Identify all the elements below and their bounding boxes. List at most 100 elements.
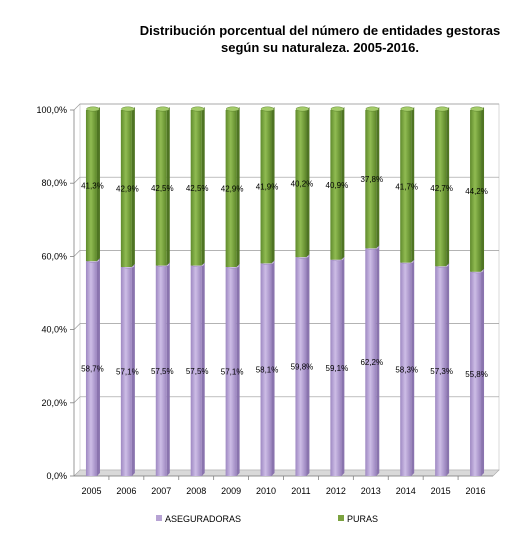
- bar-segment-aseguradoras: [260, 263, 272, 476]
- bar-segment-aseguradoras: [295, 257, 307, 476]
- x-tick-label: 2010: [256, 486, 276, 496]
- bar-segment-puras: [225, 110, 237, 268]
- bar-cap: [400, 106, 414, 112]
- bar-segment-puras: [470, 110, 482, 272]
- legend-swatch-aseguradoras: [156, 515, 162, 521]
- bar-cap: [330, 106, 345, 112]
- data-label: 62,2%: [360, 358, 383, 367]
- data-label: 42,5%: [151, 184, 174, 193]
- bar-cap: [260, 106, 275, 112]
- bar-side: [411, 259, 415, 476]
- data-label: 42,5%: [186, 184, 209, 193]
- data-label: 37,8%: [360, 175, 383, 184]
- bar-cap: [225, 106, 240, 112]
- x-tick-label: 2009: [221, 486, 241, 496]
- bar-side: [96, 107, 100, 262]
- legend-label-puras: PURAS: [347, 514, 378, 524]
- x-tick-label: 2015: [431, 486, 451, 496]
- data-label: 57,5%: [186, 367, 209, 376]
- bar-side: [236, 107, 240, 268]
- y-gridline: [73, 323, 499, 330]
- bar-cap: [365, 106, 379, 112]
- bar-segment-puras: [330, 110, 342, 260]
- y-tick-label: 60,0%: [41, 251, 67, 261]
- bar-segment-aseguradoras: [85, 261, 97, 476]
- x-tick-label: 2012: [326, 486, 346, 496]
- x-tick-label: 2016: [466, 486, 486, 496]
- bar-side: [376, 245, 380, 476]
- bar-cap: [86, 106, 100, 112]
- y-tick-label: 40,0%: [41, 325, 67, 335]
- bars: [85, 106, 485, 476]
- data-label: 57,3%: [430, 367, 453, 376]
- bar-segment-aseguradoras: [470, 271, 482, 476]
- x-tick-label: 2007: [151, 486, 171, 496]
- data-label: 58,1%: [256, 366, 279, 375]
- bar-side: [341, 256, 345, 476]
- bar-segment-puras: [260, 110, 272, 264]
- data-label: 55,8%: [465, 370, 488, 379]
- legend: ASEGURADORAS PURAS: [156, 514, 378, 524]
- data-label: 41,9%: [256, 183, 279, 192]
- y-gridline: [73, 396, 499, 404]
- x-tick-label: 2005: [81, 486, 101, 496]
- plot-back-wall: [79, 103, 500, 471]
- x-tick-label: 2013: [361, 486, 381, 496]
- bar-segment-puras: [295, 110, 307, 258]
- chart-title: Distribución porcentual del número de en…: [120, 22, 520, 56]
- x-tick-label: 2006: [116, 486, 136, 496]
- y-tick-label: 80,0%: [41, 178, 67, 188]
- data-label: 59,1%: [326, 364, 349, 373]
- bar-side: [306, 254, 310, 476]
- bar-segment-aseguradoras: [225, 267, 237, 476]
- data-label: 44,2%: [465, 187, 488, 196]
- bar-segment-aseguradoras: [435, 266, 447, 476]
- bar-side: [166, 107, 170, 266]
- chart-title-line-1: Distribución porcentual del número de en…: [139, 23, 501, 38]
- bar-side: [201, 262, 205, 476]
- x-tick-label: 2008: [186, 486, 206, 496]
- data-label: 41,3%: [81, 182, 104, 191]
- axes: 0,0% 20,0% 40,0% 60,0% 80,0% 100,0% 2005 2006 20…: [36, 105, 493, 496]
- legend-label-aseguradoras: ASEGURADORAS: [165, 514, 241, 524]
- gridlines: [73, 103, 500, 477]
- bar-segment-aseguradoras: [400, 262, 412, 476]
- legend-swatch-puras: [338, 515, 344, 521]
- bar-cap: [191, 106, 205, 112]
- data-label: 58,7%: [81, 365, 104, 374]
- bar-cap: [121, 106, 135, 112]
- y-gridline: [73, 103, 499, 111]
- bar-side: [481, 268, 485, 476]
- y-gridline: [73, 250, 499, 257]
- y-gridline: [73, 176, 499, 184]
- bar-segment-aseguradoras: [330, 259, 342, 476]
- bar-side: [236, 264, 240, 476]
- bar-segment-puras: [400, 110, 412, 263]
- bar-side: [446, 107, 450, 267]
- data-label: 40,2%: [291, 180, 314, 189]
- bar-side: [306, 107, 310, 258]
- bar-segment-puras: [435, 110, 447, 267]
- bar-side: [411, 107, 415, 263]
- data-labels: 58,7% 41,3% 57,1% 42,9% 57,5% 42,5% 57,5% 42,5%…: [81, 175, 488, 379]
- bar-side: [201, 107, 205, 266]
- data-label: 40,9%: [326, 181, 349, 190]
- bar-side: [131, 264, 135, 476]
- bar-segment-aseguradoras: [365, 248, 377, 476]
- bar-side: [341, 107, 345, 260]
- bar-side: [446, 263, 450, 476]
- y-tick-label: 20,0%: [41, 398, 67, 408]
- y-tick-label: 0,0%: [46, 471, 67, 481]
- data-label: 57,1%: [221, 368, 244, 377]
- data-label: 57,1%: [116, 368, 139, 377]
- data-label: 41,7%: [395, 182, 418, 191]
- bar-side: [481, 107, 485, 272]
- bar-side: [96, 258, 100, 476]
- bar-cap: [295, 106, 310, 112]
- bar-segment-puras: [155, 110, 167, 266]
- bar-segment-puras: [85, 110, 97, 262]
- bar-side: [166, 262, 170, 476]
- bar-segment-puras: [190, 110, 202, 266]
- bar-segment-puras: [365, 110, 377, 249]
